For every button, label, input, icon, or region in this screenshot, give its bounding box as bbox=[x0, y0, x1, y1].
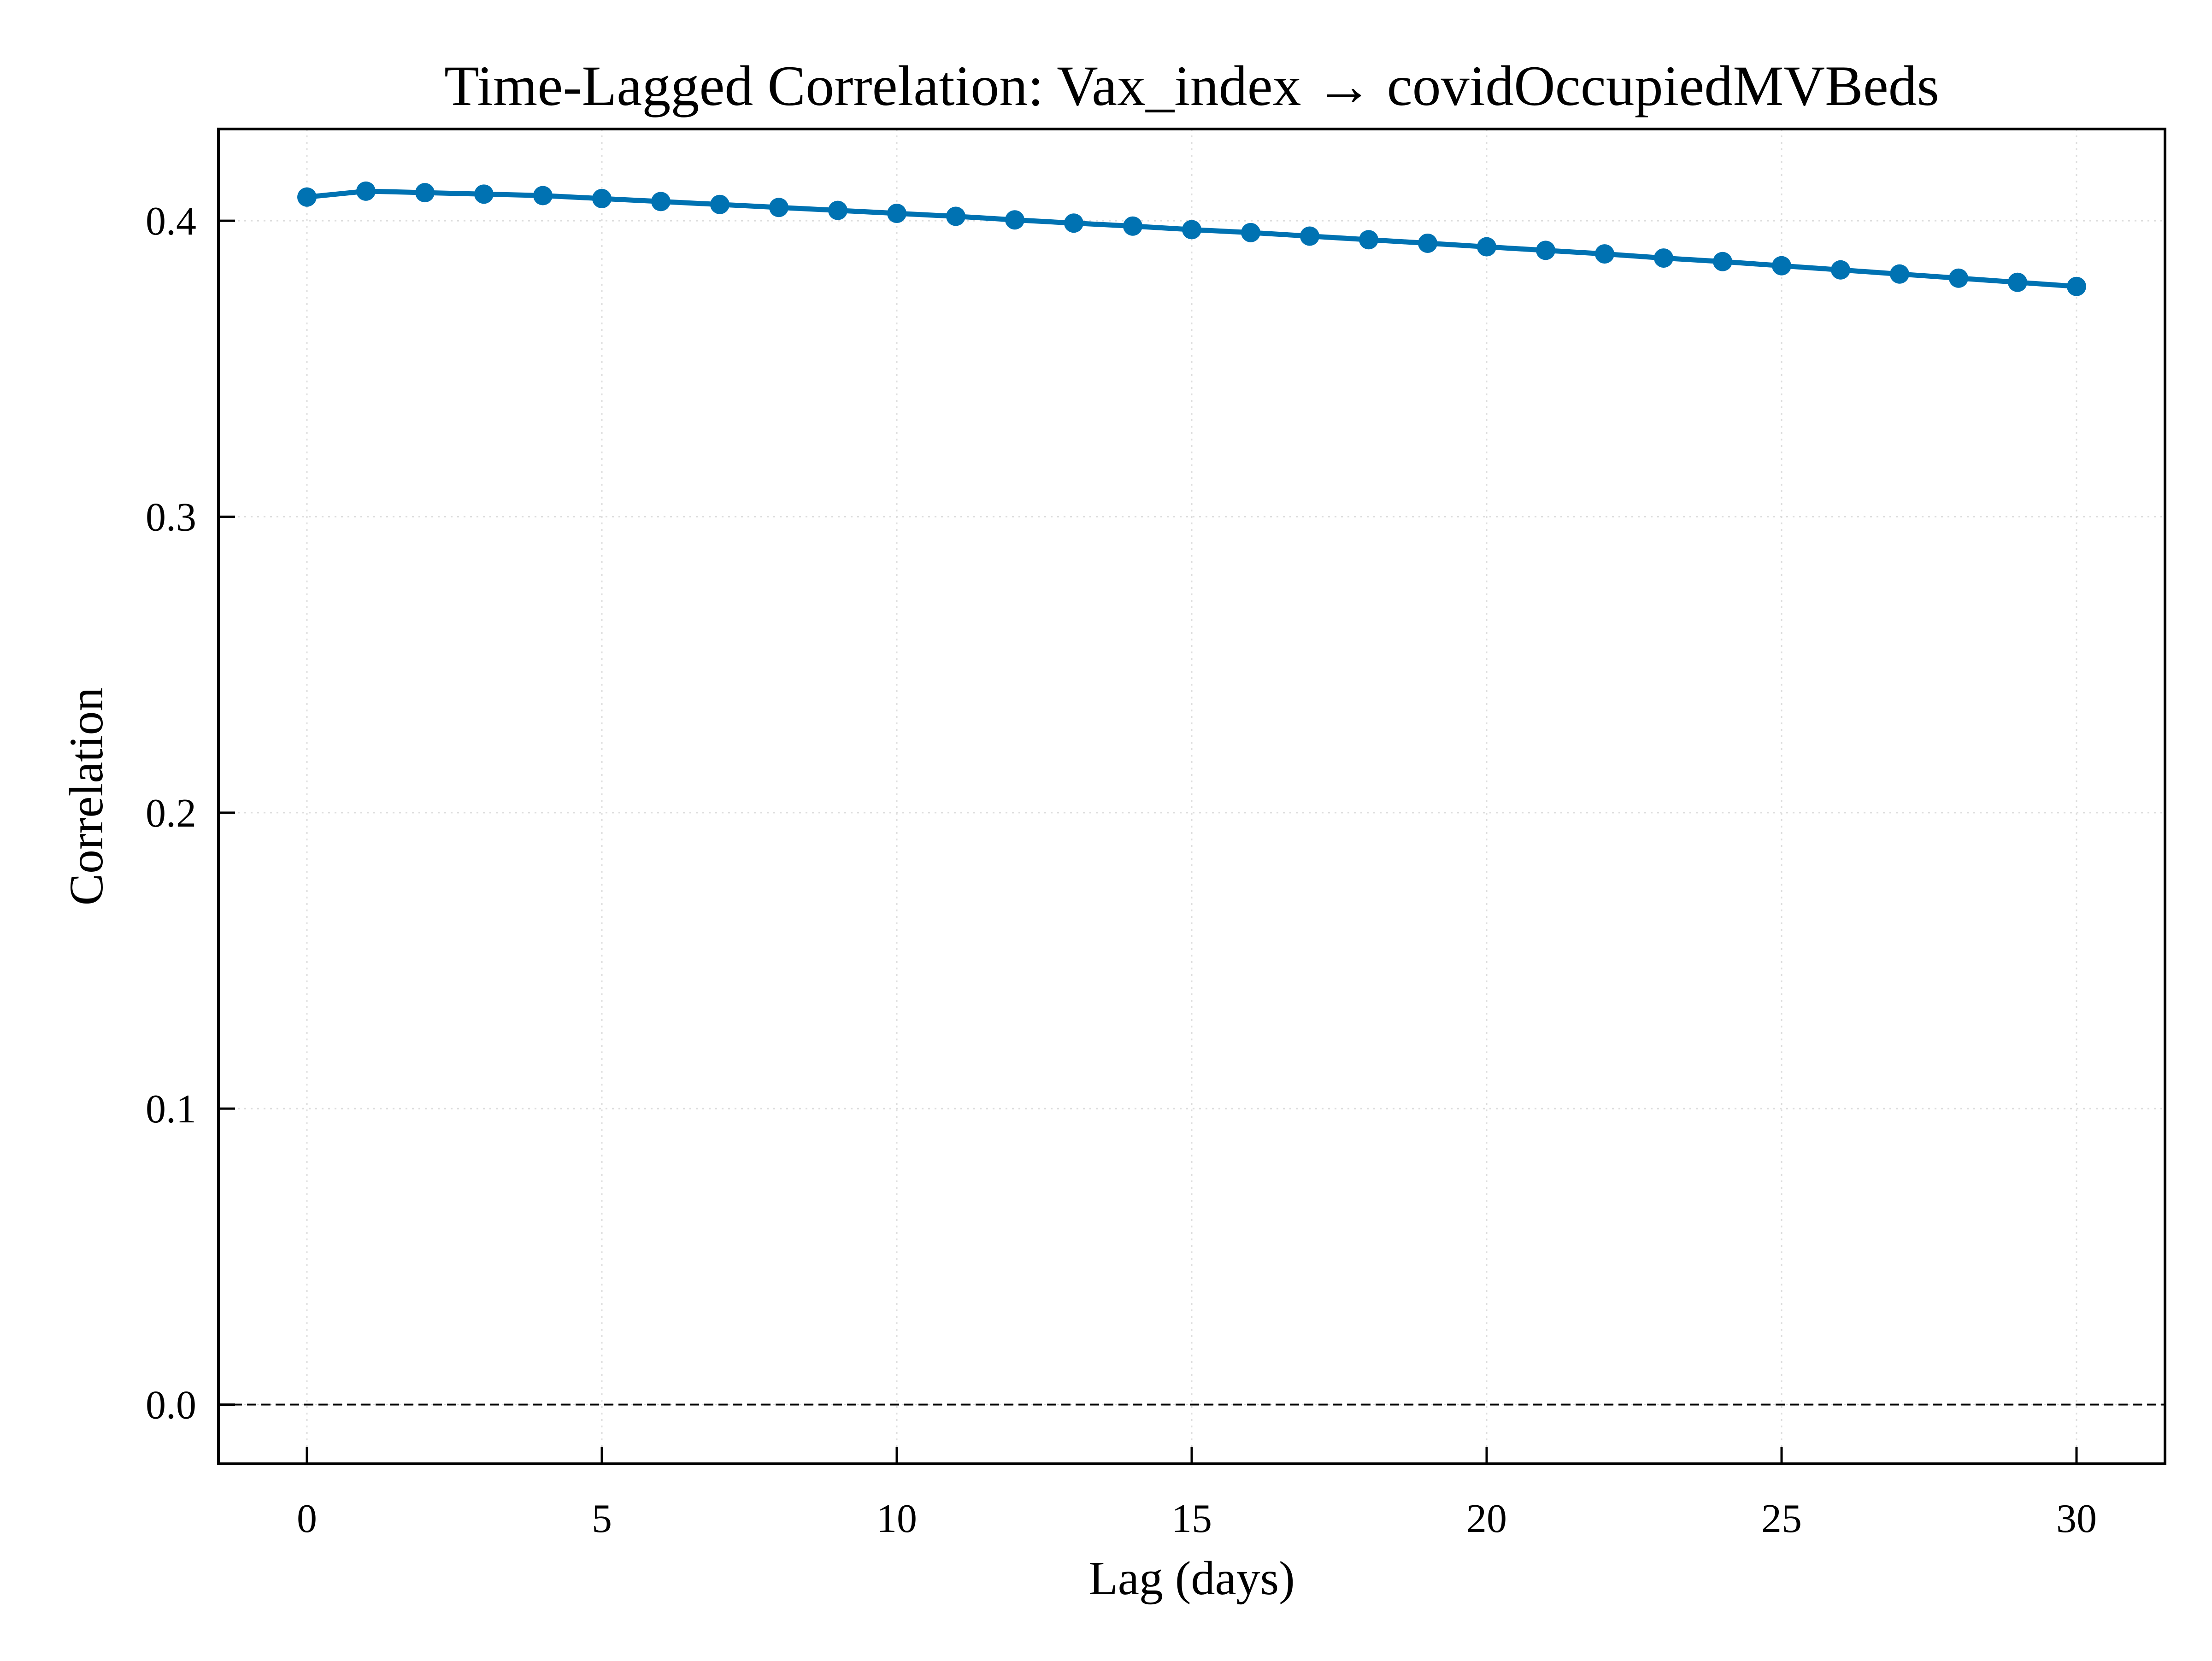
x-tick-label: 5 bbox=[592, 1497, 612, 1541]
x-tick-label: 25 bbox=[1761, 1497, 1802, 1541]
data-point bbox=[474, 184, 494, 204]
data-point bbox=[533, 186, 553, 205]
data-point bbox=[1890, 264, 1909, 284]
data-point bbox=[1949, 268, 1968, 288]
data-point bbox=[592, 188, 612, 208]
data-point bbox=[415, 183, 435, 203]
data-point bbox=[1241, 223, 1260, 242]
data-point bbox=[1595, 244, 1614, 264]
data-point bbox=[1005, 210, 1024, 230]
data-point bbox=[1477, 237, 1496, 257]
data-point bbox=[356, 181, 376, 201]
data-point bbox=[2008, 272, 2027, 292]
data-point bbox=[710, 194, 729, 214]
y-tick-label: 0.4 bbox=[146, 199, 196, 244]
data-point bbox=[769, 198, 788, 217]
grid-layer bbox=[218, 129, 2165, 1464]
y-axis-label: Correlation bbox=[60, 687, 113, 906]
data-point bbox=[1418, 233, 1437, 253]
data-point bbox=[887, 204, 906, 223]
data-point bbox=[1064, 213, 1083, 233]
data-point bbox=[828, 200, 847, 220]
chart-title: Time-Lagged Correlation: Vax_index → cov… bbox=[444, 54, 1939, 117]
y-tick-label: 0.3 bbox=[146, 495, 196, 540]
data-point bbox=[1772, 256, 1791, 276]
y-tick-label: 0.0 bbox=[146, 1383, 196, 1428]
tick-layer: 0 5 10 15 20 25 30 0.0 0.1 0.2 0.3 0.4 bbox=[146, 199, 2097, 1541]
data-point bbox=[1359, 230, 1378, 250]
data-point bbox=[1300, 226, 1319, 246]
series-layer bbox=[297, 181, 2086, 296]
x-tick-label: 30 bbox=[2056, 1497, 2097, 1541]
y-tick-label: 0.1 bbox=[146, 1087, 196, 1132]
data-point bbox=[651, 192, 671, 211]
x-tick-label: 10 bbox=[877, 1497, 917, 1541]
x-axis-label: Lag (days) bbox=[1088, 1552, 1295, 1605]
data-point bbox=[1536, 241, 1555, 260]
data-point bbox=[2067, 276, 2086, 296]
data-point bbox=[297, 187, 317, 207]
x-tick-label: 20 bbox=[1466, 1497, 1507, 1541]
data-point bbox=[1123, 216, 1142, 236]
x-tick-label: 15 bbox=[1171, 1497, 1212, 1541]
x-tick-label: 0 bbox=[297, 1497, 317, 1541]
data-point bbox=[1182, 220, 1201, 240]
y-tick-label: 0.2 bbox=[146, 791, 196, 836]
data-point bbox=[1713, 252, 1732, 271]
data-point bbox=[1831, 260, 1850, 280]
data-point bbox=[1654, 248, 1673, 268]
data-point bbox=[946, 206, 965, 226]
